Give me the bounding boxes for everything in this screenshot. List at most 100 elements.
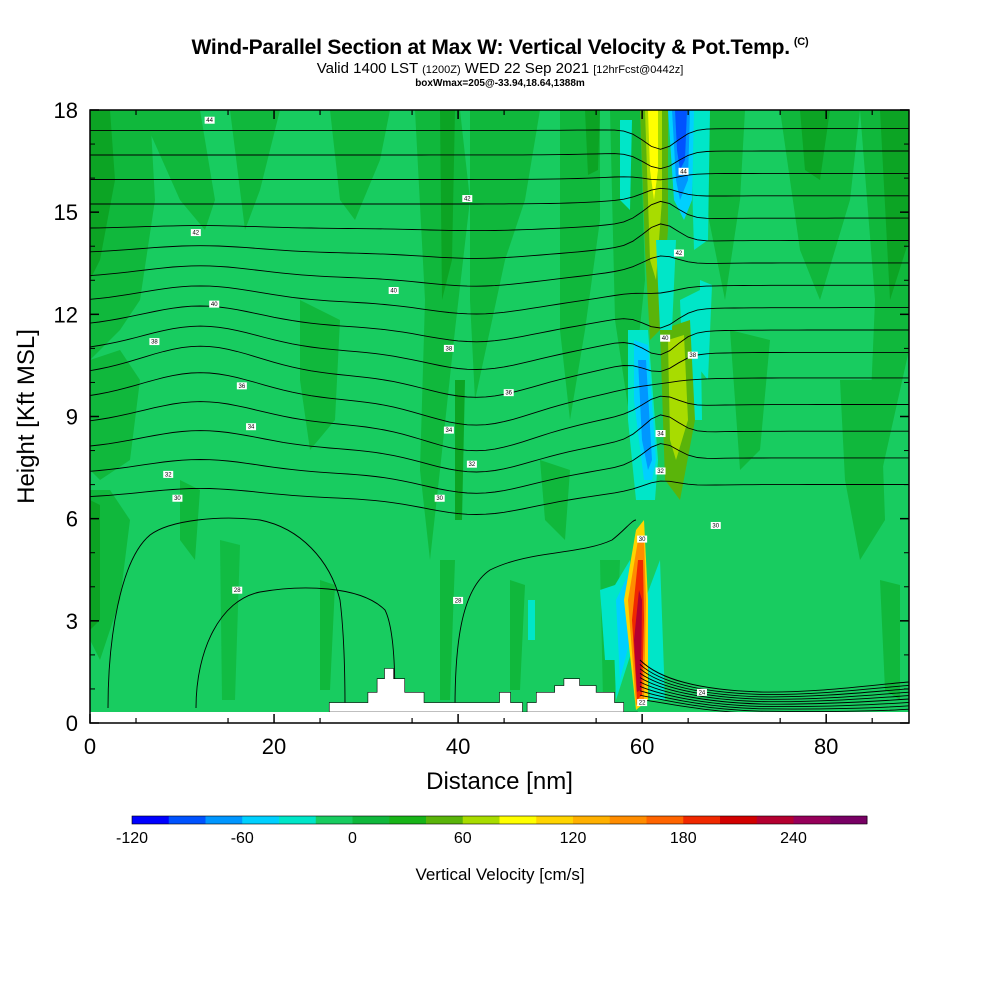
theta-isentrope	[90, 345, 909, 398]
x-tick-label: 40	[446, 734, 470, 759]
theta-isentrope	[90, 150, 909, 170]
colorbar-swatch	[499, 816, 537, 824]
upper-updraft-core	[648, 110, 658, 200]
valid-utc: (1200Z)	[422, 64, 461, 76]
colorbar-tick-label: -120	[116, 830, 148, 847]
contour-label: 42	[676, 251, 683, 257]
contour-label-bg	[246, 423, 257, 431]
colorbar-tick-label: 240	[780, 830, 807, 847]
contour-label: 34	[248, 425, 255, 431]
upper-downdraft-outer	[656, 240, 676, 330]
contour-label: 34	[446, 428, 453, 434]
theta-isentrope-surface	[639, 664, 909, 695]
colorbar-swatch	[462, 816, 500, 824]
contour-label: 32	[165, 472, 172, 478]
theta-isentrope	[90, 372, 909, 426]
chart-title: Wind-Parallel Section at Max W: Vertical…	[0, 36, 1000, 60]
contour-label: 38	[151, 340, 158, 346]
valid-date: WED 22 Sep 2021	[464, 60, 590, 77]
theta-isentrope	[90, 128, 909, 150]
weak-downdraft-regions	[528, 110, 712, 660]
colorbar-frame	[131, 815, 868, 825]
contour-label: 44	[206, 118, 213, 124]
colorbar-swatch	[756, 816, 794, 824]
contour-label: 40	[662, 336, 669, 342]
theta-isentrope-surface	[639, 685, 909, 708]
colorbar-swatch	[426, 816, 464, 824]
contour-label-bg	[637, 535, 648, 543]
contour-label-bg	[163, 470, 174, 478]
theta-isentrope	[90, 223, 909, 259]
contour-label-bg	[637, 699, 648, 707]
x-axis-label: Distance [nm]	[426, 768, 573, 795]
theta-isentrope-low	[107, 517, 346, 709]
contour-label: 28	[455, 598, 462, 604]
y-axis-label: Height [Kft MSL]	[13, 329, 40, 504]
colorbar-swatch	[132, 816, 170, 824]
upper-downdraft-core	[675, 110, 687, 170]
y-tick-label: 18	[54, 98, 78, 123]
contour-label-bg	[466, 460, 477, 468]
theta-isentrope	[90, 395, 909, 452]
contour-label-bg	[149, 338, 160, 346]
theta-isentrope	[90, 284, 909, 315]
forecast-info: [12hrFcst@0442z]	[593, 64, 684, 76]
theta-isentrope	[90, 255, 909, 287]
contour-label-bg	[172, 494, 183, 502]
colorbar-swatch	[168, 816, 206, 824]
theta-isentrope-surface	[639, 681, 909, 705]
colorbar-swatch	[242, 816, 280, 824]
colorbar-swatch	[352, 816, 390, 824]
contour-label: 36	[238, 384, 245, 390]
contour-label: 28	[234, 588, 241, 594]
theta-isentrope-surface	[639, 659, 909, 693]
lower-right-downdraft	[645, 560, 665, 700]
theta-isentrope	[90, 200, 909, 232]
contour-label-bg	[655, 467, 666, 475]
colorbar-swatch	[830, 816, 868, 824]
contour-label-bg	[660, 334, 671, 342]
colorbar-swatch	[205, 816, 243, 824]
velocity-field	[90, 110, 909, 723]
contour-label: 40	[211, 302, 218, 308]
contour-label: 38	[446, 346, 453, 352]
y-tick-label: 15	[54, 200, 78, 225]
main-updraft-core	[634, 590, 642, 692]
colorbar-swatch	[279, 816, 317, 824]
contour-label: 42	[464, 197, 471, 203]
colorbar-swatch	[315, 816, 353, 824]
contour-label: 24	[699, 690, 706, 696]
theta-isentrope-surface	[639, 694, 909, 713]
contour-label: 30	[174, 496, 181, 502]
copyright-mark: (C)	[793, 36, 809, 48]
contour-label-bg	[678, 167, 689, 175]
contour-label-bg	[687, 351, 698, 359]
colorbar-swatch	[646, 816, 684, 824]
colorbar-tick-label: 60	[454, 830, 472, 847]
surface-strip	[90, 712, 909, 723]
x-tick-label: 80	[814, 734, 838, 759]
contour-label: 36	[505, 391, 512, 397]
contour-label-bg	[655, 430, 666, 438]
theta-isentrope-surface	[639, 668, 909, 698]
contour-label-bg	[388, 286, 399, 294]
colorbar-tick-label: -60	[231, 830, 254, 847]
contour-label: 30	[712, 523, 719, 529]
contour-label: 30	[436, 496, 443, 502]
theta-isentrope	[90, 480, 909, 515]
colorbar-swatch	[573, 816, 611, 824]
downdraft-column-core	[638, 360, 652, 470]
title-text: Wind-Parallel Section at Max W: Vertical…	[191, 36, 791, 59]
colorbar-swatch	[683, 816, 721, 824]
colorbar-swatch	[389, 816, 427, 824]
contour-label-bg	[696, 688, 707, 696]
y-tick-label: 0	[66, 711, 78, 736]
colorbar-swatch	[720, 816, 758, 824]
colorbar-label: Vertical Velocity [cm/s]	[415, 865, 584, 884]
y-tick-label: 9	[66, 405, 78, 430]
contour-label-bg	[236, 382, 247, 390]
contour-label: 34	[657, 432, 664, 438]
x-tick-label: 0	[84, 734, 96, 759]
contour-label-bg	[232, 586, 243, 594]
